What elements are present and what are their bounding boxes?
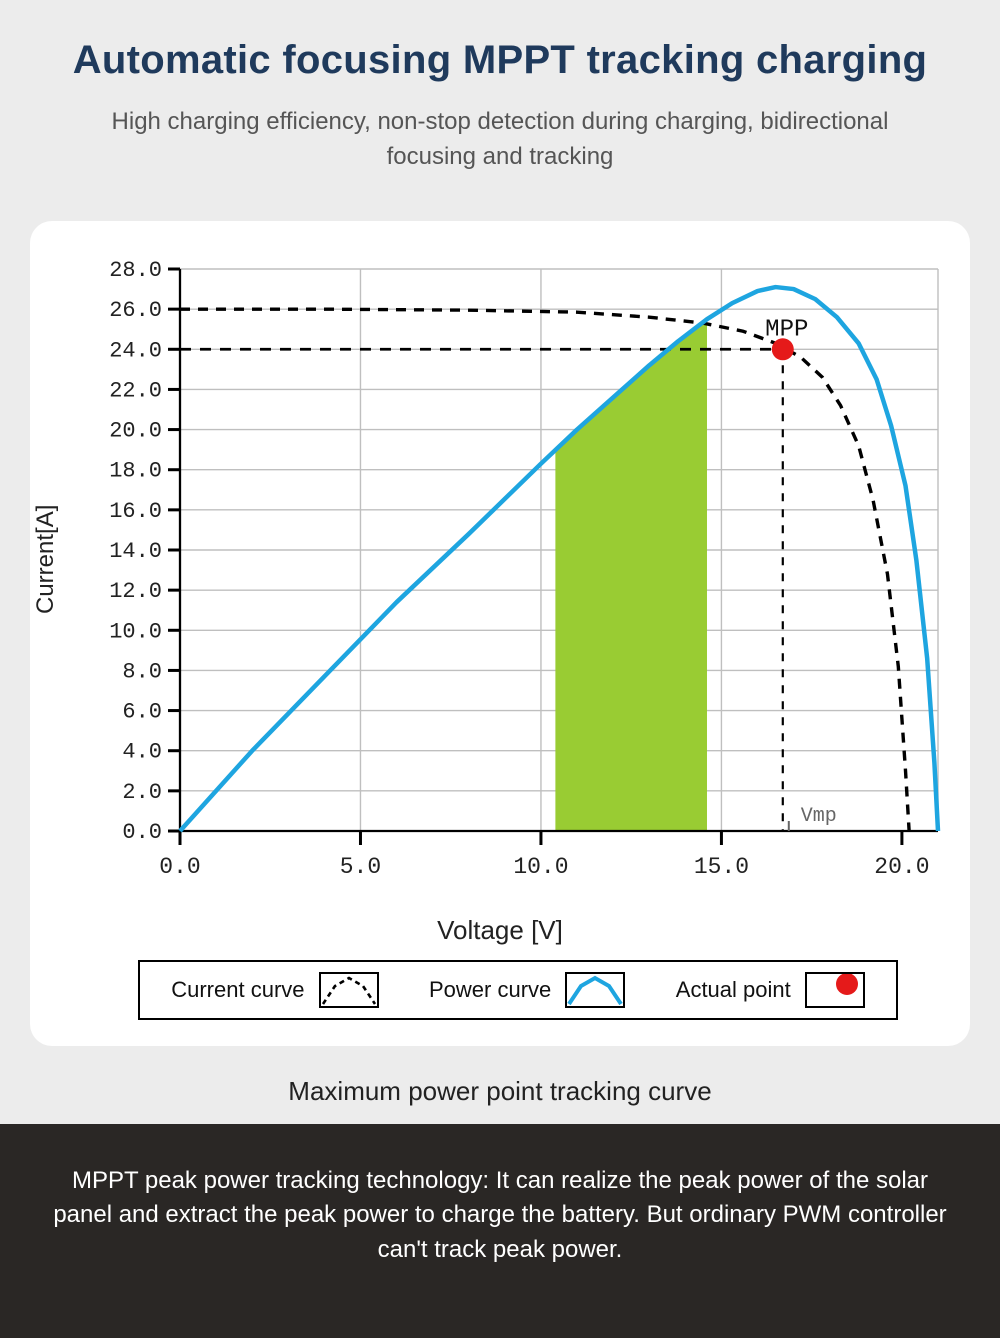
page-subtitle: High charging efficiency, non-stop detec… bbox=[30, 105, 970, 175]
svg-text:24.0: 24.0 bbox=[109, 338, 162, 363]
y-axis-label: Current[A] bbox=[32, 504, 60, 613]
svg-text:6.0: 6.0 bbox=[122, 699, 162, 724]
svg-text:4.0: 4.0 bbox=[122, 739, 162, 764]
svg-text:2.0: 2.0 bbox=[122, 779, 162, 804]
chart-card: Current[A] 0.0 2.0 4.0 6.0 8.0 10.0 12.0 14.0 16… bbox=[30, 221, 970, 1046]
svg-text:20.0: 20.0 bbox=[874, 854, 929, 880]
legend-item-current: Current curve bbox=[171, 972, 378, 1008]
page-title: Automatic focusing MPPT tracking chargin… bbox=[30, 38, 970, 83]
svg-text:0.0: 0.0 bbox=[159, 854, 200, 880]
svg-text:16.0: 16.0 bbox=[109, 498, 162, 523]
svg-text:MPP: MPP bbox=[765, 316, 808, 343]
x-axis-label: Voltage [V] bbox=[50, 915, 950, 946]
svg-text:14.0: 14.0 bbox=[109, 539, 162, 564]
legend-item-actual: Actual point bbox=[676, 972, 865, 1008]
chart-caption: Maximum power point tracking curve bbox=[0, 1076, 1000, 1107]
legend-item-power: Power curve bbox=[429, 972, 625, 1008]
svg-text:18.0: 18.0 bbox=[109, 458, 162, 483]
svg-text:22.0: 22.0 bbox=[109, 378, 162, 403]
chart-svg: 0.0 2.0 4.0 6.0 8.0 10.0 12.0 14.0 16.0 18.0 20.0 2… bbox=[50, 251, 952, 911]
svg-text:10.0: 10.0 bbox=[513, 854, 568, 880]
svg-text:15.0: 15.0 bbox=[694, 854, 749, 880]
svg-text:12.0: 12.0 bbox=[109, 579, 162, 604]
svg-text:28.0: 28.0 bbox=[109, 258, 162, 283]
svg-text:10.0: 10.0 bbox=[109, 619, 162, 644]
svg-text:Vmp: Vmp bbox=[801, 805, 837, 828]
legend-swatch-dot bbox=[805, 972, 865, 1008]
svg-text:8.0: 8.0 bbox=[122, 659, 162, 684]
chart-area: Current[A] 0.02.04.06.08.010.012.014.016… bbox=[50, 251, 952, 911]
legend-swatch-blue bbox=[565, 972, 625, 1008]
header: Automatic focusing MPPT tracking chargin… bbox=[0, 0, 1000, 185]
svg-text:26.0: 26.0 bbox=[109, 298, 162, 323]
legend: Current curve Power curve Actual point bbox=[138, 960, 898, 1020]
legend-label: Actual point bbox=[676, 977, 791, 1003]
footer-banner: MPPT peak power tracking technology: It … bbox=[0, 1124, 1000, 1338]
footer-text: MPPT peak power tracking technology: It … bbox=[53, 1167, 946, 1264]
legend-label: Power curve bbox=[429, 977, 551, 1003]
svg-text:0.0: 0.0 bbox=[122, 820, 162, 845]
legend-label: Current curve bbox=[171, 977, 304, 1003]
svg-text:5.0: 5.0 bbox=[340, 854, 381, 880]
legend-swatch-dashed bbox=[319, 972, 379, 1008]
svg-text:20.0: 20.0 bbox=[109, 418, 162, 443]
